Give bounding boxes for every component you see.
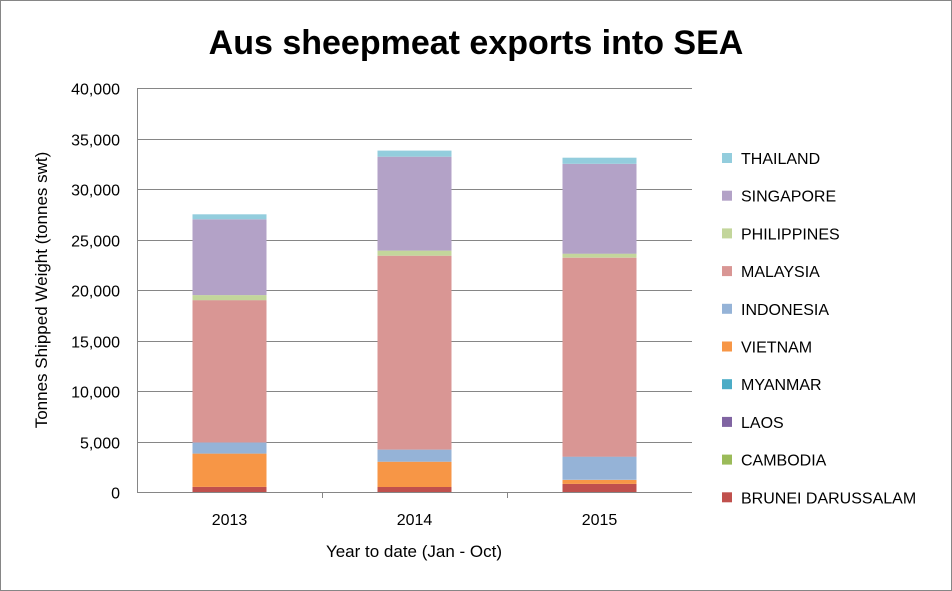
legend-label: VIETNAM <box>741 340 812 357</box>
legend-label: PHILIPPINES <box>741 226 840 243</box>
chart-title: Aus sheepmeat exports into SEA <box>209 24 744 62</box>
bar-segment-indonesia-2015 <box>562 456 637 480</box>
legend-swatch <box>722 228 732 239</box>
bar-segment-philippines-2015 <box>562 253 637 258</box>
legend-label: LAOS <box>741 415 784 432</box>
legend-swatch <box>722 416 732 427</box>
legend-label: BRUNEI DARUSSALAM <box>741 490 916 507</box>
legend-label: CAMBODIA <box>741 453 827 470</box>
bar-segment-brunei-darussalam-2013 <box>192 486 267 492</box>
legend-label: MALAYSIA <box>741 264 820 281</box>
bar-segment-philippines-2013 <box>192 295 267 301</box>
bars <box>192 150 637 492</box>
bar-segment-singapore-2014 <box>377 156 452 251</box>
legend-label: INDONESIA <box>741 302 829 319</box>
y-tick-labels: 0 5,000 10,000 15,000 20,000 25,000 30,000 35,0… <box>71 82 120 503</box>
bar-segment-indonesia-2013 <box>192 442 267 454</box>
bar-segment-indonesia-2014 <box>377 449 452 462</box>
x-tick-label: 2014 <box>397 512 433 529</box>
y-tick-label: 30,000 <box>71 183 120 200</box>
legend-label: THAILAND <box>741 151 820 168</box>
y-tick-label: 25,000 <box>71 234 120 251</box>
bar-segment-vietnam-2015 <box>562 479 637 484</box>
bar-segment-thailand-2014 <box>377 150 452 157</box>
bar-segment-thailand-2013 <box>192 214 267 220</box>
legend-swatch <box>722 153 732 163</box>
y-tick-label: 5,000 <box>80 436 120 453</box>
y-tick-label: 35,000 <box>71 133 120 150</box>
legend-swatch <box>722 454 732 465</box>
y-tick-label: 40,000 <box>71 82 120 99</box>
legend-swatch <box>722 492 732 503</box>
bar-segment-singapore-2015 <box>562 163 637 254</box>
legend: THAILAND SINGAPORE PHILIPPINES MALAYSIA INDO… <box>722 151 916 507</box>
y-tick-label: 20,000 <box>71 284 120 301</box>
y-tick-label: 10,000 <box>71 385 120 402</box>
y-tick-label: 15,000 <box>71 335 120 352</box>
legend-swatch <box>722 379 732 390</box>
legend-swatch <box>722 303 732 314</box>
bar-segment-philippines-2014 <box>377 250 452 256</box>
y-axis-label: Tonnes Shipped Weight (tonnes swt) <box>32 152 51 429</box>
legend-swatch <box>722 266 732 277</box>
legend-swatch <box>722 341 732 352</box>
y-tick-label: 0 <box>111 486 120 503</box>
legend-label: MYANMAR <box>741 377 822 394</box>
legend-swatch <box>722 190 732 201</box>
bar-segment-thailand-2015 <box>562 157 637 164</box>
bar-segment-brunei-darussalam-2014 <box>377 486 452 492</box>
x-axis-label: Year to date (Jan - Oct) <box>326 542 502 561</box>
x-tick-label: 2015 <box>582 512 618 529</box>
bar-segment-malaysia-2014 <box>377 255 452 450</box>
bar-segment-malaysia-2015 <box>562 257 637 457</box>
x-tick-labels: 2013 2014 2015 <box>212 492 618 529</box>
bar-segment-vietnam-2013 <box>192 453 267 487</box>
bar-segment-brunei-darussalam-2015 <box>562 483 637 492</box>
bar-segment-malaysia-2013 <box>192 300 267 443</box>
bar-segment-vietnam-2014 <box>377 461 452 487</box>
legend-label: SINGAPORE <box>741 189 836 206</box>
x-tick-label: 2013 <box>212 512 248 529</box>
bar-segment-singapore-2013 <box>192 219 267 296</box>
